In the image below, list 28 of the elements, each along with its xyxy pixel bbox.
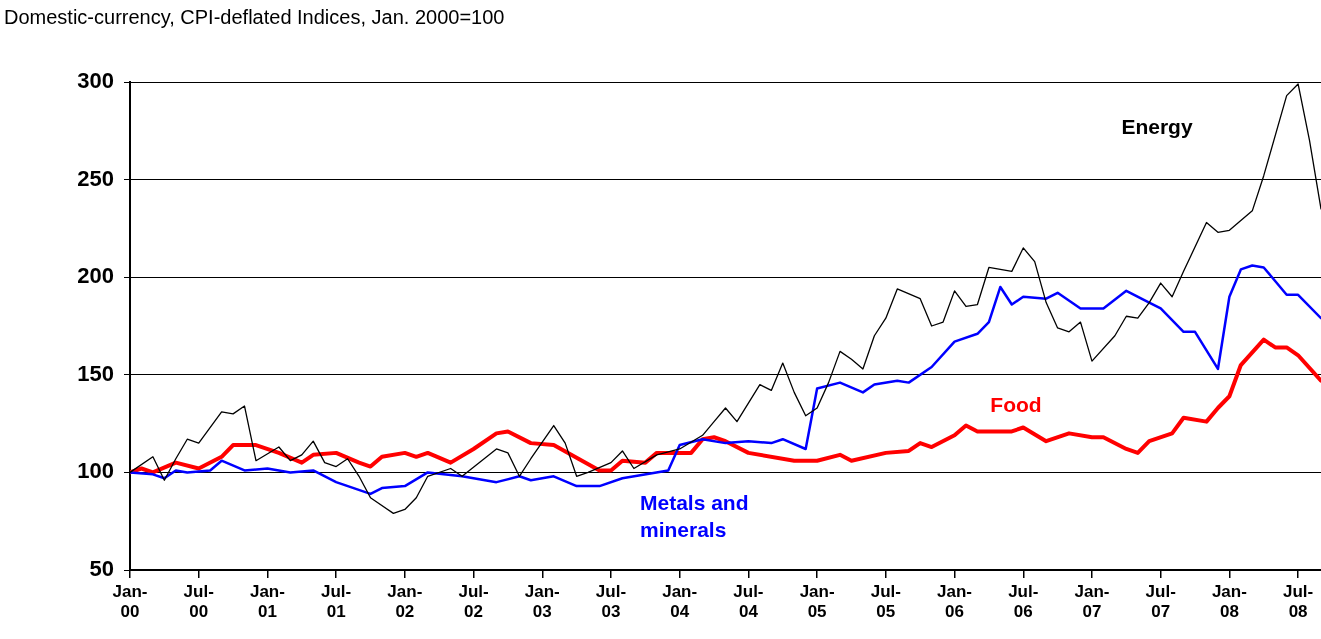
x-tick-label: Jul-00 <box>183 581 214 622</box>
series-label: Food <box>990 392 1042 416</box>
x-tick-label: Jul-07 <box>1145 581 1176 622</box>
x-tick-label: Jan-08 <box>1211 581 1247 622</box>
y-tick-label: 50 <box>89 556 114 582</box>
x-tick-label: Jan-07 <box>1074 581 1110 622</box>
x-tick-label: Jul-03 <box>595 581 627 622</box>
x-tick-label: Jan-02 <box>387 581 423 622</box>
x-tick-label: Jan-01 <box>249 581 285 622</box>
x-tick-label: Jan-03 <box>524 581 560 622</box>
x-tick-label: Jan-04 <box>662 581 698 622</box>
x-tick-label: Jul-08 <box>1282 581 1314 622</box>
x-tick-label: Jul-04 <box>733 581 764 622</box>
text: Energy <box>1121 114 1193 138</box>
x-tick-label: Jul-02 <box>458 581 489 622</box>
x-tick-label: Jul-05 <box>870 581 901 622</box>
y-tick-label: 100 <box>77 458 114 484</box>
x-tick-label: Jan-00 <box>112 581 148 622</box>
x-tick-label: Jan-06 <box>937 581 973 622</box>
y-tick-label: 200 <box>77 263 114 289</box>
x-tick-label: Jul-01 <box>321 581 352 622</box>
y-tick-label: 300 <box>77 68 114 94</box>
series-label: Metals and minerals <box>640 490 749 541</box>
chart-title: Domestic-currency, CPI-deflated Indices, Jan. 2000=100 <box>4 6 505 29</box>
y-tick-label: 150 <box>77 360 114 386</box>
x-tick-label: Jan-05 <box>799 581 835 622</box>
y-tick-label: 250 <box>77 165 114 191</box>
x-tick-label: Jul-06 <box>1008 581 1039 622</box>
